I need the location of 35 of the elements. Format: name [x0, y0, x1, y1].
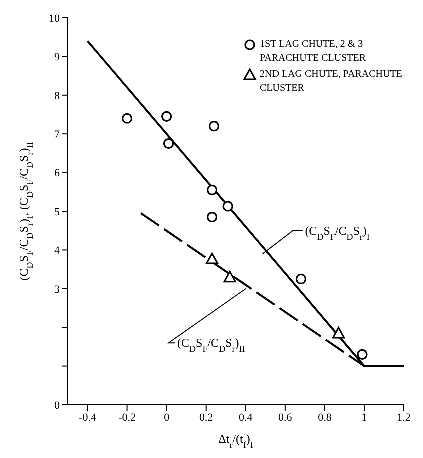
x-tick-label: 0.8	[318, 412, 332, 424]
x-axis-title: Δt$_{r}$/(t$_{f}$)$_{I}$	[218, 432, 254, 450]
point	[164, 138, 174, 150]
point	[224, 270, 236, 283]
point	[122, 113, 133, 124]
x-tick-label: 1.2	[397, 412, 411, 424]
y-tick-label: 3	[54, 284, 60, 296]
point	[206, 212, 218, 223]
y-tick-label: 8	[54, 90, 60, 102]
point	[206, 184, 218, 196]
y-tick-label: 6	[54, 168, 60, 180]
x-tick-label: 0.6	[278, 412, 293, 424]
x-tick-label: -0.2	[118, 412, 136, 424]
point	[332, 327, 346, 339]
point	[206, 252, 219, 264]
y-tick-label: 5	[54, 206, 60, 218]
text: (C$_{D}$S$_{F}$/C$_{D}$S$_{r}$)$_{II}$	[178, 336, 246, 354]
y-tick-label: 0	[54, 400, 60, 412]
legend-label: 1ST LAG CHUTE, 2 & 3 PARACHUTE CLUSTER	[260, 38, 368, 66]
y-tick-label: 7	[54, 129, 60, 142]
x-tick-label: 0.2	[199, 412, 214, 424]
point	[222, 201, 234, 212]
x-tick-label: -0.4	[79, 412, 97, 424]
x-tick-label: 0	[164, 412, 170, 424]
point	[296, 274, 307, 285]
point	[208, 121, 220, 132]
y-tick-label: 10	[49, 12, 60, 25]
point	[162, 111, 172, 122]
text: (C$_{D}$S$_{F}$/C$_{D}$S$_{r}$)$_{I}$	[305, 224, 370, 242]
legend-label: 2ND LAG CHUTE, PARACHUTE CLUSTER	[260, 68, 404, 96]
x-tick-label: 1	[362, 412, 368, 424]
y-tick-label: 4	[54, 245, 60, 258]
point	[357, 349, 368, 360]
x-tick-label: 0.4	[239, 412, 254, 424]
y-tick-label: 9	[54, 52, 60, 64]
